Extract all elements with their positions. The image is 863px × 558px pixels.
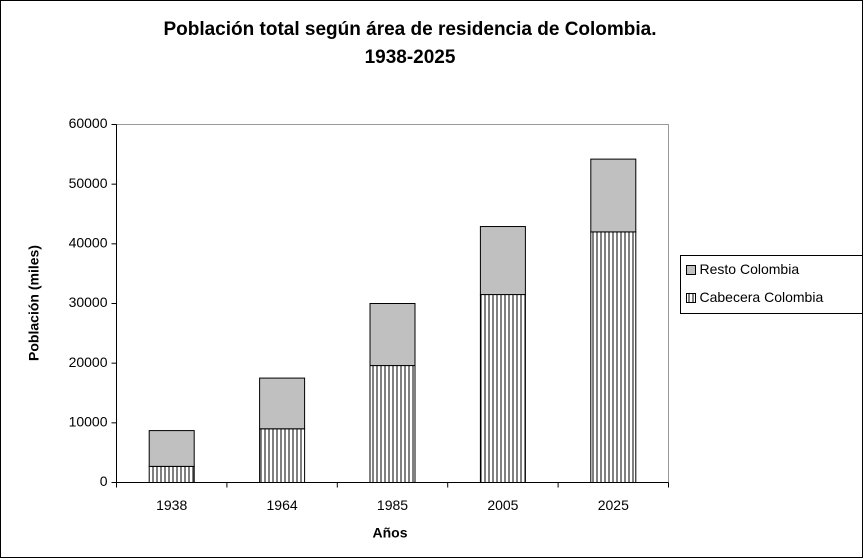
x-tick-label: 1938: [156, 497, 187, 513]
bar-segment: [590, 231, 637, 483]
bar-segment: [479, 294, 526, 483]
bar-segment: [148, 465, 195, 484]
bar-segment: [259, 428, 306, 483]
chart-title: Población total según área de residencia…: [163, 19, 656, 40]
bar-segment: [369, 365, 416, 484]
y-tick-label: 20000: [69, 354, 108, 370]
y-tick-label: 60000: [69, 115, 108, 131]
y-tick-label: 0: [100, 473, 108, 489]
bar-segment: [369, 303, 416, 367]
x-axis-title: Años: [373, 525, 408, 541]
y-tick-label: 30000: [69, 294, 108, 310]
x-tick-label: 1964: [267, 497, 298, 513]
bar-segment: [259, 377, 306, 430]
bar-segment: [590, 158, 637, 233]
legend-label: Cabecera Colombia: [700, 289, 824, 305]
legend-box: [680, 255, 863, 314]
bar-segment: [479, 226, 526, 296]
chart-subtitle: 1938-2025: [365, 47, 456, 68]
legend-swatch: [686, 293, 696, 303]
legend-label: Resto Colombia: [700, 261, 800, 277]
bar-segment: [148, 430, 195, 467]
y-tick-label: 40000: [69, 235, 108, 251]
legend-swatch: [686, 265, 696, 275]
x-tick-label: 2005: [487, 497, 518, 513]
y-tick-label: 50000: [69, 175, 108, 191]
y-tick-label: 10000: [69, 414, 108, 430]
x-tick-label: 1985: [377, 497, 408, 513]
y-axis-title: Población (miles): [26, 245, 42, 361]
x-tick-label: 2025: [598, 497, 629, 513]
